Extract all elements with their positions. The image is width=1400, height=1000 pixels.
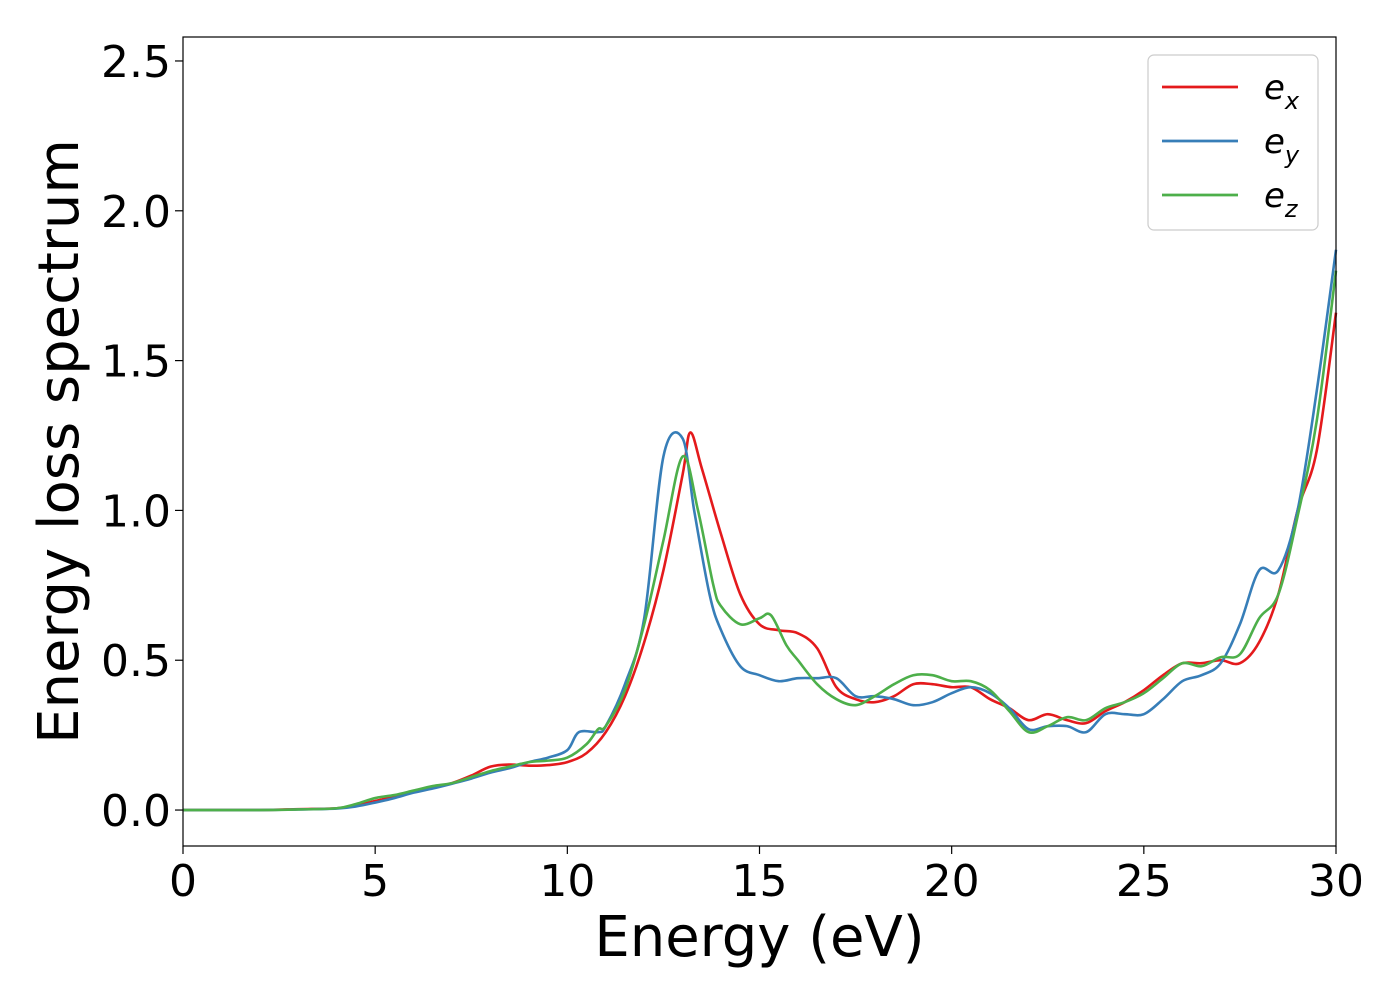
y-tick-label: 0.5 <box>101 636 171 687</box>
y-axis-title: Energy loss spectrum <box>27 139 92 744</box>
y-axis: 0.0 0.5 1.0 1.5 2.0 2.5 <box>101 37 183 837</box>
legend-box <box>1147 54 1319 231</box>
y-tick-label: 2.0 <box>101 187 171 238</box>
y-tick-label: 1.0 <box>101 486 171 537</box>
y-tick-label: 2.5 <box>101 37 171 88</box>
x-axis: 0 5 10 15 20 25 30 <box>169 846 1364 907</box>
legend-label: ex <box>1264 68 1300 115</box>
legend-label: ez <box>1264 176 1299 223</box>
x-tick-label: 20 <box>924 856 980 907</box>
y-tick-label: 1.5 <box>101 337 171 388</box>
x-tick-label: 15 <box>732 856 788 907</box>
x-tick-label: 5 <box>361 856 389 907</box>
x-tick-label: 10 <box>539 856 595 907</box>
x-axis-title: Energy (eV) <box>594 905 924 970</box>
x-tick-label: 30 <box>1308 856 1364 907</box>
x-tick-label: 0 <box>169 856 197 907</box>
series-line-ez <box>182 270 1338 812</box>
legend: ex ey ez <box>1147 54 1319 231</box>
y-tick-label: 0.0 <box>101 786 171 837</box>
series-layer <box>182 249 1338 812</box>
legend-label: ey <box>1264 122 1300 169</box>
x-tick-label: 25 <box>1116 856 1172 907</box>
